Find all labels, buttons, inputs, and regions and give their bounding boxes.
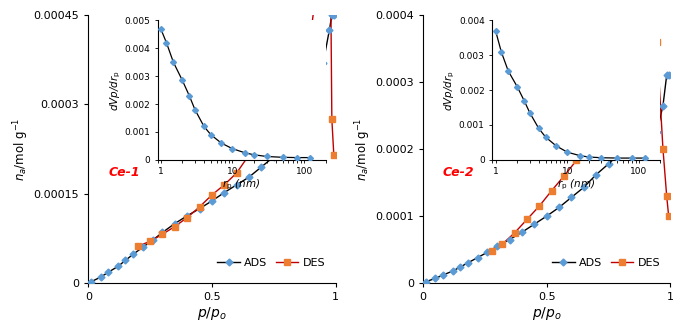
Text: Ce-2: Ce-2: [443, 166, 475, 179]
X-axis label: $p/p_o$: $p/p_o$: [532, 305, 562, 322]
Y-axis label: $n_a$/mol g$^{-1}$: $n_a$/mol g$^{-1}$: [353, 118, 373, 181]
Text: Ce-1: Ce-1: [108, 166, 140, 179]
Legend: ADS, DES: ADS, DES: [548, 253, 665, 272]
X-axis label: $p/p_o$: $p/p_o$: [197, 305, 227, 322]
Y-axis label: $n_a$/mol g$^{-1}$: $n_a$/mol g$^{-1}$: [11, 118, 31, 181]
Legend: ADS, DES: ADS, DES: [213, 253, 330, 272]
